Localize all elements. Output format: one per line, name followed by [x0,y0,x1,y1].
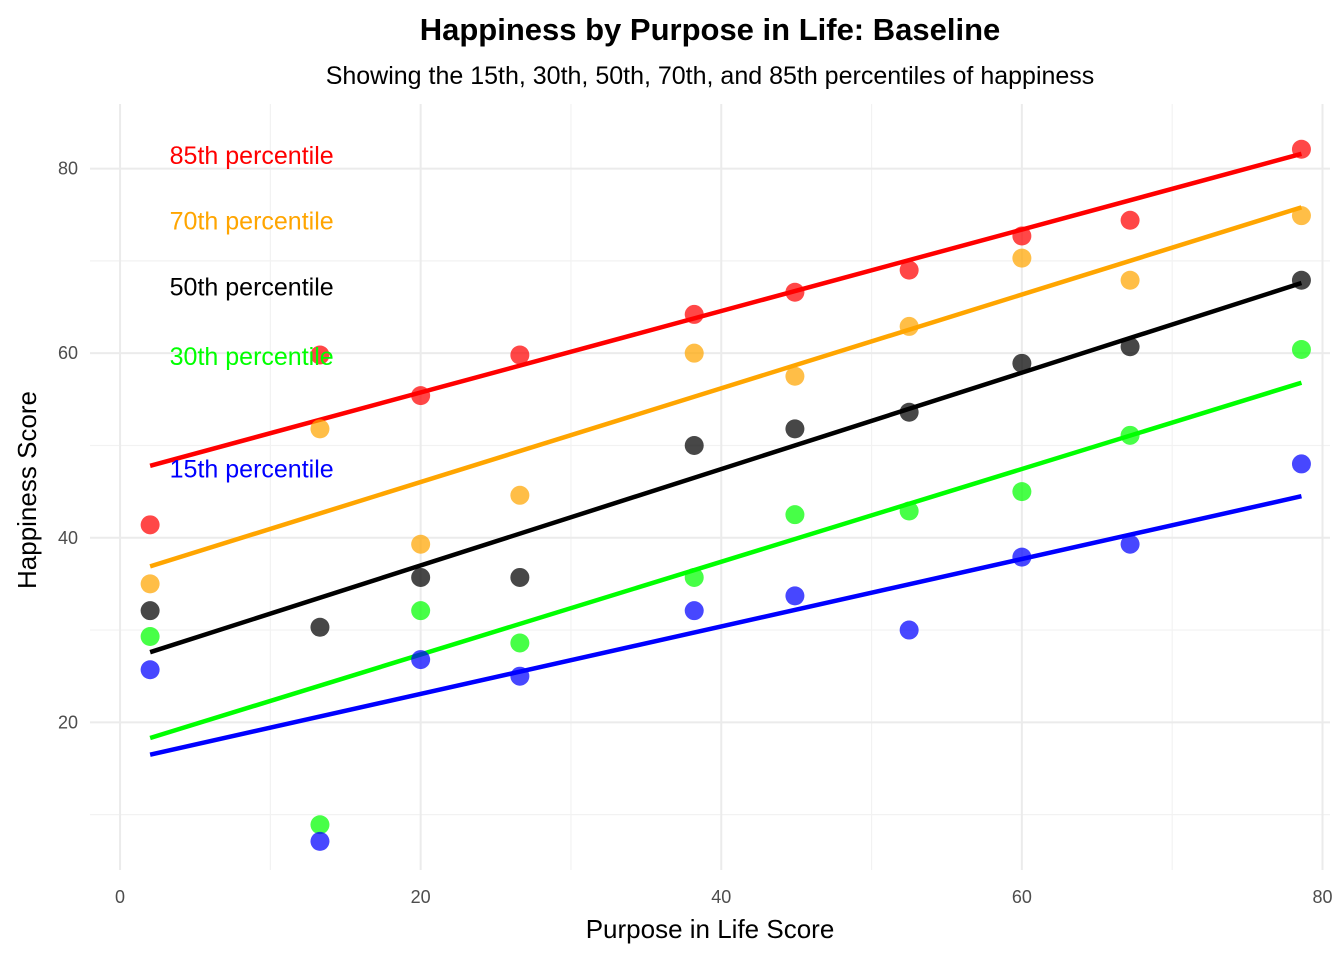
data-point-15th [411,650,431,670]
data-point-30th [1120,425,1140,445]
data-point-85th [310,345,330,365]
data-point-85th [785,282,805,302]
trend-line-30th [149,380,1303,741]
data-point-70th [411,534,431,554]
data-point-30th [684,567,704,587]
x-tick-label: 80 [1312,887,1332,907]
data-point-30th [140,627,160,647]
data-point-70th [899,316,919,336]
chart-title: Happiness by Purpose in Life: Baseline [420,12,1001,47]
data-point-50th [310,617,330,637]
data-point-15th [1291,454,1311,474]
y-tick-label: 60 [58,343,78,363]
data-point-70th [1291,206,1311,226]
data-point-70th [310,419,330,439]
trend-line-85th [149,151,1303,468]
data-point-30th [1291,339,1311,359]
data-point-85th [899,260,919,280]
data-point-85th [684,304,704,324]
series-label-70th: 70th percentile [170,207,334,235]
x-tick-label: 40 [711,887,731,907]
data-point-50th [899,402,919,422]
x-axis-title: Purpose in Life Score [586,914,835,944]
trend-line-70th [149,205,1303,569]
data-point-70th [510,485,530,505]
data-point-50th [510,567,530,587]
data-point-85th [411,386,431,406]
data-point-85th [1012,226,1032,246]
data-point-85th [1120,210,1140,230]
data-point-50th [411,567,431,587]
data-point-50th [1012,353,1032,373]
y-tick-label: 20 [58,712,78,732]
axis-ticks: 0 20 40 60 80 20 40 60 80 [58,159,1333,907]
data-point-15th [1120,534,1140,554]
data-point-50th [684,435,704,455]
series-label-50th: 50th percentile [170,274,334,302]
y-tick-label: 40 [58,528,78,548]
data-point-30th [1012,482,1032,502]
trend-lines [149,151,1303,757]
data-point-15th [899,620,919,640]
data-point-30th [310,815,330,835]
data-point-70th [1012,248,1032,268]
chart-subtitle: Showing the 15th, 30th, 50th, 70th, and … [326,62,1095,90]
trend-line-15th [149,494,1302,757]
data-point-15th [785,586,805,606]
data-point-50th [140,601,160,621]
data-point-50th [1291,270,1311,290]
series-label-15th: 15th percentile [170,456,334,484]
data-point-85th [140,515,160,535]
data-point-15th [510,666,530,686]
data-point-85th [1291,139,1311,159]
data-point-70th [140,574,160,594]
data-point-15th [140,660,160,680]
trend-line-50th [149,280,1303,655]
data-point-30th [899,501,919,521]
data-points [140,139,1311,851]
data-point-15th [310,831,330,851]
data-point-30th [510,633,530,653]
data-point-30th [785,505,805,525]
data-point-15th [1012,547,1032,567]
data-point-50th [785,419,805,439]
data-point-70th [1120,270,1140,290]
x-tick-label: 0 [115,887,125,907]
data-point-15th [684,601,704,621]
x-tick-label: 60 [1012,887,1032,907]
data-point-30th [411,601,431,621]
data-point-70th [785,366,805,386]
series-labels: 85th percentile 70th percentile 50th perce… [170,142,334,484]
data-point-70th [684,343,704,363]
y-tick-label: 80 [58,159,78,179]
series-label-85th: 85th percentile [170,142,334,170]
data-point-50th [1120,337,1140,357]
y-axis-title: Happiness Score [12,391,42,589]
series-label-30th: 30th percentile [170,343,334,371]
x-tick-label: 20 [411,887,431,907]
data-point-85th [510,345,530,365]
